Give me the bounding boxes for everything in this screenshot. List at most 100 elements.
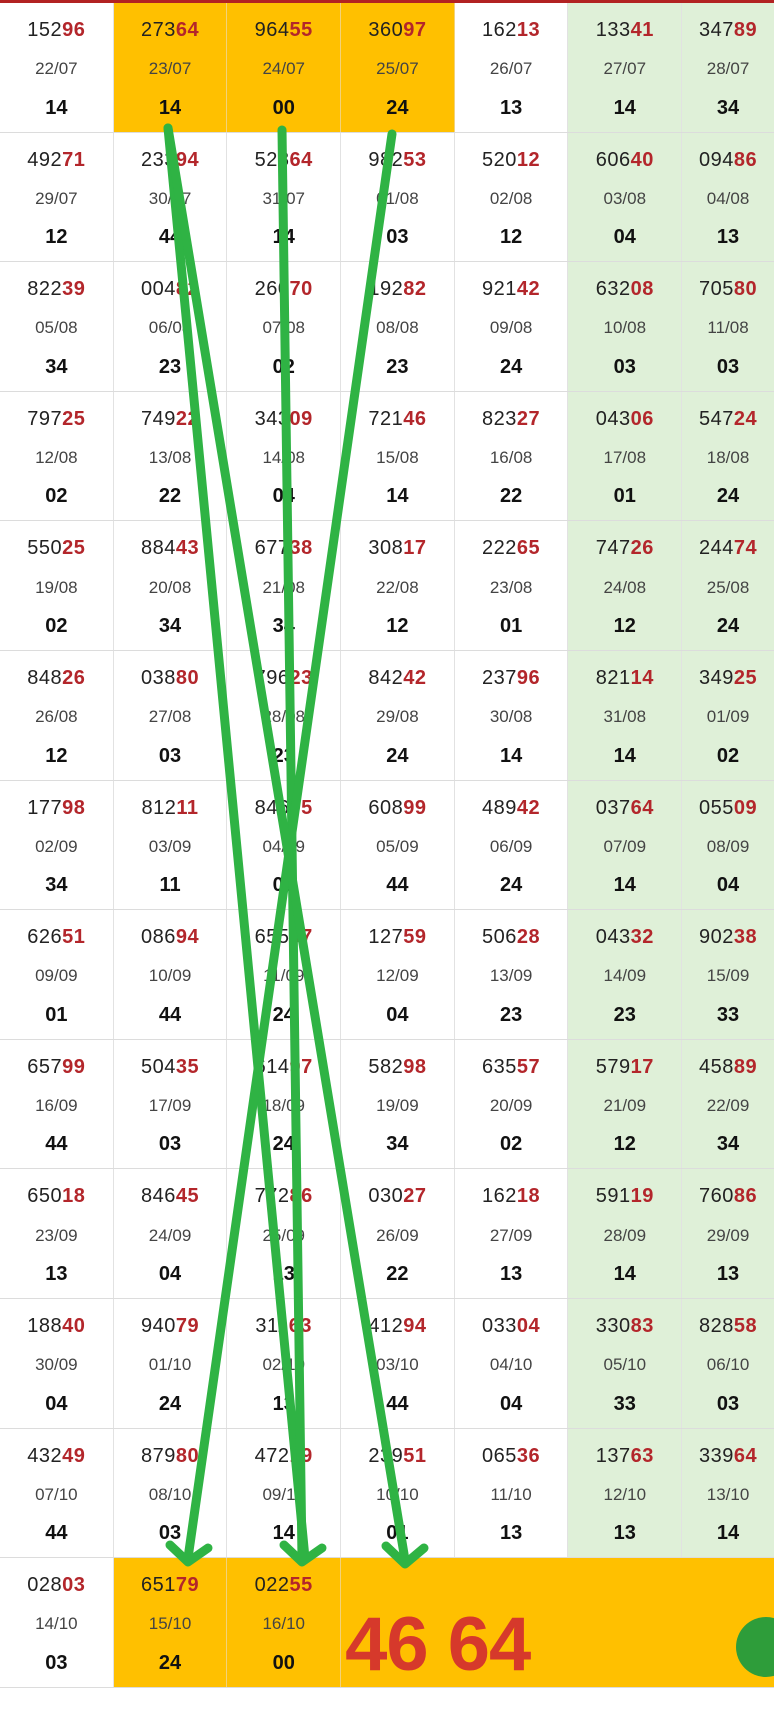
result-number-head: 137 [595, 1444, 631, 1467]
table-row: 65799 16/09 44 50435 17/09 03 61497 18/09 24 5829… [0, 1039, 774, 1170]
result-value: 12 [45, 226, 68, 249]
result-number-head: 547 [698, 407, 734, 430]
result-number-tail: 80 [733, 278, 758, 301]
result-cell: 50435 17/09 03 [114, 1039, 228, 1169]
table-row: 79725 12/08 02 74922 13/08 22 34309 14/08 04 7214… [0, 391, 774, 522]
result-value: 34 [158, 614, 182, 637]
result-number-head: 705 [698, 278, 734, 301]
result-date: 30/09 [35, 1355, 78, 1375]
result-number: 76086 [699, 1185, 757, 1208]
result-number-tail: 79 [175, 1314, 200, 1337]
result-number-head: 127 [368, 926, 404, 949]
result-cell: 17798 02/09 34 [0, 780, 114, 910]
result-cell: 63557 20/09 02 [455, 1039, 569, 1169]
result-number: 43249 [27, 1445, 85, 1468]
result-date: 15/10 [148, 1614, 192, 1634]
result-number: 84605 [255, 797, 313, 820]
result-cell: 03880 27/08 03 [114, 650, 228, 780]
result-number-tail: 71 [62, 148, 86, 171]
result-number: 74922 [141, 408, 199, 431]
result-cell: 33083 05/10 33 [568, 1298, 683, 1428]
result-number: 34309 [255, 408, 313, 431]
result-value: 13 [499, 1522, 523, 1545]
result-number-tail: 25 [733, 666, 758, 689]
result-cell: 03027 26/09 22 [341, 1169, 455, 1298]
result-value: 24 [386, 96, 409, 119]
result-number-head: 772 [254, 1185, 290, 1208]
result-value: 12 [386, 614, 409, 637]
result-number-tail: 35 [175, 1055, 200, 1078]
result-value: 44 [158, 1003, 182, 1026]
result-date: 06/10 [706, 1355, 750, 1375]
result-cell: 52012 02/08 12 [455, 132, 569, 262]
result-number-tail: 96 [516, 666, 541, 689]
result-date: 20/09 [489, 1096, 533, 1116]
result-number: 82114 [596, 667, 654, 690]
result-date: 09/09 [35, 966, 78, 986]
result-date: 23/09 [35, 1225, 78, 1245]
result-cell: 76086 29/09 13 [682, 1169, 774, 1298]
result-number-tail: 94 [175, 926, 200, 949]
result-number-head: 086 [140, 926, 176, 949]
result-number-head: 846 [140, 1185, 176, 1208]
result-value: 12 [613, 1133, 636, 1156]
result-number: 57917 [596, 1056, 654, 1079]
result-value: 34 [716, 1133, 740, 1156]
result-value: 24 [716, 614, 740, 637]
table-row: 55025 19/08 02 88443 20/08 34 67738 21/08 34 3081… [0, 521, 774, 651]
result-number-head: 222 [482, 537, 517, 560]
result-cell: 50628 13/09 23 [455, 910, 569, 1039]
result-value: 03 [716, 1392, 740, 1415]
result-number-tail: 74 [733, 537, 758, 560]
result-number: 30817 [368, 537, 426, 560]
result-number: 79725 [27, 408, 85, 431]
result-date: 01/10 [148, 1355, 192, 1375]
result-date: 19/08 [35, 577, 78, 597]
result-number: 05509 [699, 797, 757, 820]
result-value: 13 [45, 1262, 68, 1285]
result-number: 63208 [596, 278, 654, 301]
result-number-tail: 23 [289, 666, 313, 689]
result-value: 22 [499, 485, 523, 508]
result-date: 10/08 [603, 318, 647, 338]
result-value: 01 [613, 485, 636, 508]
result-number-head: 721 [368, 407, 404, 430]
result-number-tail: 53 [403, 148, 427, 171]
result-value: 03 [45, 1651, 68, 1674]
result-value: 03 [716, 355, 740, 378]
result-value: 03 [158, 744, 182, 767]
result-number-head: 520 [482, 148, 517, 171]
result-number-tail: 99 [62, 1055, 86, 1078]
result-number: 17798 [27, 797, 85, 820]
result-date: 02/08 [489, 188, 533, 208]
result-cell: 94079 01/10 24 [114, 1298, 228, 1428]
result-number: 65799 [27, 1056, 85, 1079]
result-number-tail: 99 [403, 796, 427, 819]
result-date: 26/07 [489, 59, 533, 79]
result-number-tail: 98 [403, 1055, 427, 1078]
result-value: 24 [499, 874, 523, 897]
table-row: 82239 05/08 34 00482 06/08 23 26070 07/08 02 1928… [0, 262, 774, 392]
result-date: 14/10 [35, 1614, 78, 1634]
result-number-head: 349 [698, 666, 734, 689]
result-value: 04 [499, 1392, 523, 1415]
result-date: 30/07 [148, 188, 192, 208]
table-row-latest: 02803 14/10 03 65179 15/10 24 02255 16/10 00 46 6… [0, 1558, 774, 1688]
result-number-tail: 25 [62, 537, 86, 560]
result-number-head: 308 [368, 537, 404, 560]
result-number: 18840 [27, 1315, 85, 1338]
result-value: 33 [716, 1003, 740, 1026]
result-cell: 79623 28/08 23 [227, 650, 342, 780]
result-value: 22 [386, 1262, 409, 1285]
result-date: 26/09 [376, 1225, 419, 1245]
result-date: 15/08 [376, 448, 419, 468]
result-number-head: 152 [27, 19, 63, 41]
result-value: 14 [613, 744, 636, 767]
result-value: 01 [45, 1003, 68, 1026]
result-number-head: 065 [482, 1444, 517, 1467]
result-number: 48942 [482, 797, 540, 820]
result-cell: 08694 10/09 44 [114, 910, 228, 1039]
result-number: 67738 [255, 537, 313, 560]
result-cell: 04332 14/09 23 [568, 910, 683, 1039]
result-number-head: 635 [482, 1055, 517, 1078]
